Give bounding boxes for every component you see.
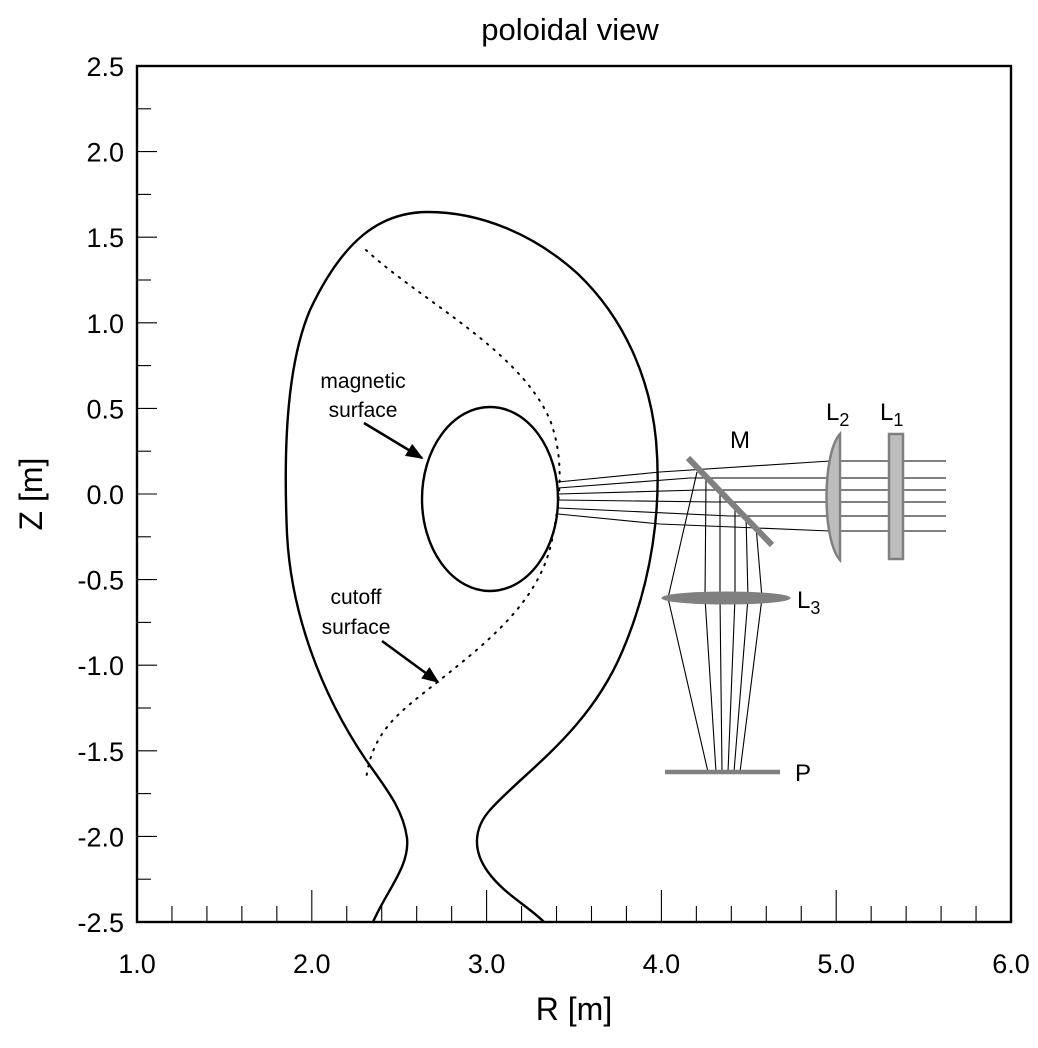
y-tick-label: -1.0 [77,651,124,681]
cutoff-surface-curve [365,249,561,781]
plot-frame [135,64,1013,924]
magnetic-surface-label-line2: surface [329,399,398,422]
cutoff-surface-label-line2: surface [322,616,391,639]
magnetic-surface-label-line1: magnetic [320,370,405,393]
ray-v-5 [733,515,749,773]
y-tick-label: -1.5 [77,737,124,767]
y-tick-label: -2.5 [77,908,124,938]
y-tick-label: 0.0 [86,480,124,510]
x-tick-label: 2.0 [293,949,331,979]
x-axis-tick-labels: 1.0 2.0 3.0 4.0 5.0 6.0 [118,949,1030,979]
x-axis-title: R [m] [536,991,612,1027]
chart-title: poloidal view [481,12,659,47]
ray-v-6 [739,525,763,773]
x-tick-label: 4.0 [643,949,681,979]
lens-l2 [825,430,842,564]
x-tick-label: 6.0 [992,949,1030,979]
cutoff-surface-label-line1: cutoff [331,586,382,609]
ray-v-3 [719,492,723,773]
mirror-label: M [730,427,750,454]
ray-v-2 [704,479,717,773]
ray-v-4 [727,505,736,773]
x-tick-label: 5.0 [817,949,855,979]
y-axis-tick-labels: 2.5 2.0 1.5 1.0 0.5 0.0 -0.5 -1.0 -1.5 -2.0 -2.5 [77,52,124,938]
y-tick-label: 0.5 [86,394,124,424]
x-tick-label: 3.0 [468,949,506,979]
y-tick-label: -0.5 [77,566,124,596]
cutoff-surface-arrow [381,639,440,684]
y-axis-title: Z [m] [13,458,49,531]
x-tick-label: 1.0 [118,949,156,979]
plane-label: P [795,760,811,787]
lens-l1-label: L1 [880,399,903,430]
lens-l3 [661,591,791,605]
magnetic-surface-ellipse [420,405,560,593]
y-tick-label: 1.0 [86,309,124,339]
y-tick-label: -2.0 [77,822,124,852]
y-tick-label: 2.0 [86,138,124,168]
y-tick-label: 2.5 [86,52,124,82]
plasma-boundary [284,210,659,923]
y-tick-label: 1.5 [86,223,124,253]
mirror-m [685,455,775,548]
lens-l1 [887,432,905,561]
lens-l3-label: L3 [797,587,820,618]
ray-v-1 [667,471,709,773]
lens-l2-label: L2 [826,399,849,430]
magnetic-surface-arrow [363,421,424,460]
